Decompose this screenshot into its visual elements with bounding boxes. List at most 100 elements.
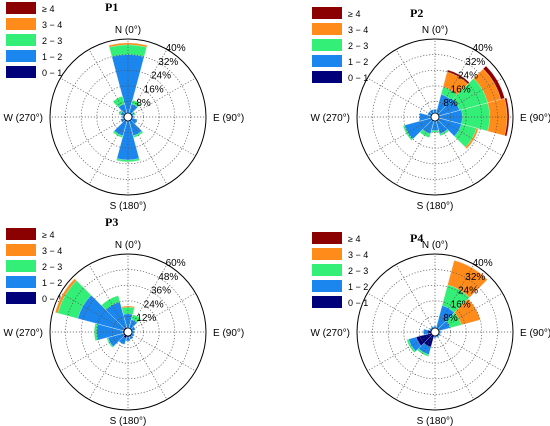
grid-spoke	[60, 331, 129, 372]
legend: ≥ 4 3 − 4 2 − 3 1 − 2 0 − 1	[312, 232, 368, 308]
grid-spoke	[127, 264, 168, 333]
legend-label: 0 − 1	[42, 294, 62, 304]
legend-swatch	[312, 280, 342, 292]
grid-spoke	[60, 77, 129, 118]
direction-label: S (180°)	[110, 201, 147, 212]
direction-label: N (0°)	[115, 25, 141, 36]
direction-label: W (270°)	[310, 328, 350, 339]
grid-spoke	[395, 331, 436, 400]
windrose-panel-p1: P1 ≥ 4 3 − 4 2 − 3 1 − 2 0 − 1 8% 16% 24% 32% 40% N…	[3, 0, 244, 212]
legend-swatch	[6, 50, 36, 62]
grid-spoke	[127, 331, 196, 372]
legend-swatch	[312, 55, 342, 67]
legend-label: 3 − 4	[348, 250, 368, 260]
legend-swatch	[312, 23, 342, 35]
grid-spoke	[127, 116, 196, 157]
ring-label: 32%	[465, 57, 485, 68]
outer-ring	[49, 253, 207, 411]
direction-label: E (90°)	[213, 113, 244, 124]
grid-spoke	[367, 77, 436, 118]
ring-label: 40%	[473, 43, 493, 54]
legend-swatch	[6, 260, 36, 272]
legend-label: 0 − 1	[42, 68, 62, 78]
grid-spoke	[127, 77, 196, 118]
grid-spoke	[88, 49, 129, 118]
grid-spoke	[127, 116, 168, 185]
ring-label: 32%	[465, 272, 485, 283]
panel-title: P4	[410, 231, 423, 245]
wedge-150-class-1	[434, 116, 448, 135]
grid	[50, 254, 206, 410]
grid-spoke	[434, 331, 475, 400]
grid-spoke	[60, 116, 129, 157]
legend-label: 2 − 3	[348, 266, 368, 276]
legend-label: 3 − 4	[348, 25, 368, 35]
legend-swatch	[312, 264, 342, 276]
ring-label: 60%	[166, 258, 186, 269]
grid-spoke	[60, 292, 129, 333]
grid-spoke	[367, 116, 436, 157]
wedge-210-class-1	[113, 116, 129, 137]
grid-spoke	[434, 264, 475, 333]
direction-label: S (180°)	[417, 416, 454, 426]
direction-label: W (270°)	[3, 113, 43, 124]
grid-ring	[387, 284, 483, 380]
legend-label: 0 − 1	[348, 298, 368, 308]
ring-label: 16%	[451, 299, 471, 310]
legend-label: ≥ 4	[348, 9, 360, 19]
legend-swatch	[6, 244, 36, 256]
legend-label: 1 − 2	[348, 57, 368, 67]
grid-ring	[387, 69, 483, 165]
ring-label: 16%	[451, 84, 471, 95]
ring-label: 36%	[151, 286, 171, 297]
grid-spoke	[395, 49, 436, 118]
center-hub	[123, 327, 133, 337]
legend-label: 2 − 3	[42, 36, 62, 46]
grid-spoke	[88, 264, 129, 333]
ring-label: 8%	[443, 313, 458, 324]
direction-label: N (0°)	[115, 240, 141, 251]
grid	[357, 39, 513, 195]
ring-label: 16%	[144, 84, 164, 95]
ring-label: 12%	[136, 313, 156, 324]
legend-label: 3 − 4	[42, 20, 62, 30]
outer-ring	[356, 38, 514, 196]
direction-label: S (180°)	[417, 201, 454, 212]
windrose-panel-p4: P4 ≥ 4 3 − 4 2 − 3 1 − 2 0 − 1 8% 16% 24% 32% 40% N…	[310, 231, 550, 426]
grid-ring	[372, 269, 498, 395]
legend-swatch	[6, 34, 36, 46]
panel-title: P3	[105, 215, 118, 229]
legend: ≥ 4 3 − 4 2 − 3 1 − 2 0 − 1	[6, 228, 62, 304]
legend-label: 0 − 1	[348, 73, 368, 83]
grid-spoke	[88, 331, 129, 400]
legend: ≥ 4 3 − 4 2 − 3 1 − 2 0 − 1	[6, 2, 62, 78]
ring-label: 48%	[158, 272, 178, 283]
direction-label: W (270°)	[3, 328, 43, 339]
grid-spoke	[127, 292, 196, 333]
legend-swatch	[6, 18, 36, 30]
grid-spoke	[434, 292, 503, 333]
windrose-panel-p2: P2 ≥ 4 3 − 4 2 − 3 1 − 2 0 − 1 8% 16% 24% 32% 40% N…	[310, 6, 550, 212]
legend-label: 1 − 2	[42, 52, 62, 62]
grid-spoke	[395, 264, 436, 333]
center-hub	[430, 327, 440, 337]
ring-label: 8%	[443, 98, 458, 109]
grid-spoke	[367, 331, 436, 372]
grid-spoke	[127, 331, 168, 400]
panel-title: P2	[410, 6, 423, 20]
wedges	[54, 278, 142, 348]
grid-spoke	[434, 77, 503, 118]
grid-spoke	[395, 116, 436, 185]
grid-spoke	[367, 292, 436, 333]
legend-swatch	[6, 2, 36, 14]
direction-label: W (270°)	[310, 113, 350, 124]
legend-swatch	[312, 248, 342, 260]
grid-spoke	[434, 116, 503, 157]
outer-ring	[356, 253, 514, 411]
legend-label: 3 − 4	[42, 246, 62, 256]
legend-swatch	[312, 296, 342, 308]
legend-label: 1 − 2	[42, 278, 62, 288]
grid-spoke	[88, 116, 129, 185]
legend-label: 1 − 2	[348, 282, 368, 292]
